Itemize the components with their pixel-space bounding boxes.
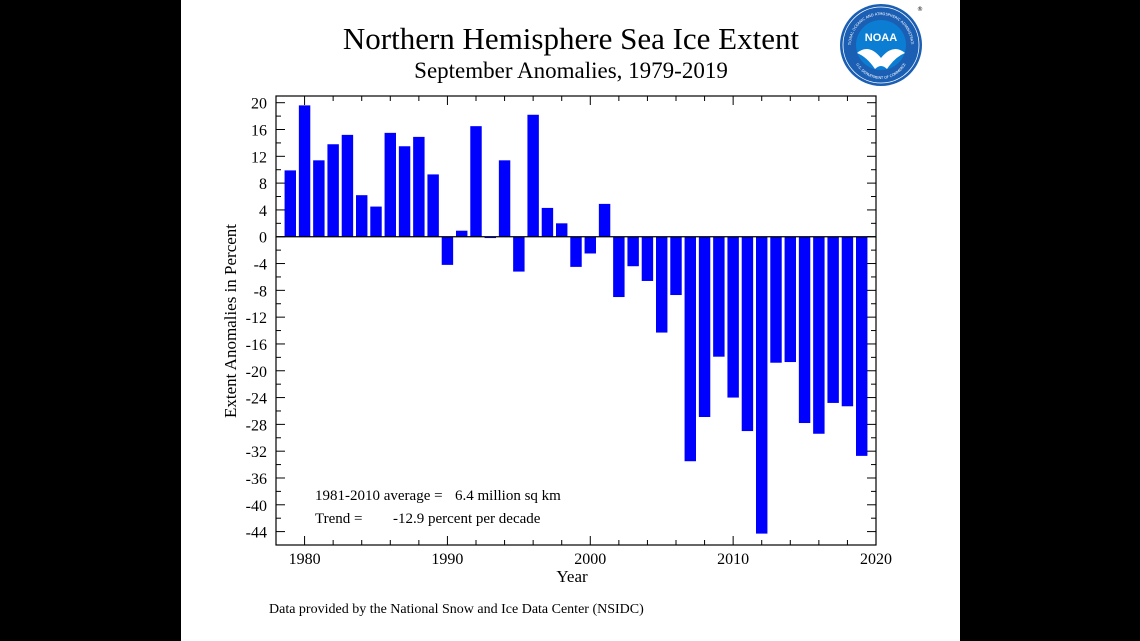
y-tick-label: 12 [251,149,267,166]
chart-panel: Northern Hemisphere Sea Ice Extent Septe… [181,0,960,641]
y-tick-label: -4 [254,257,267,274]
bar-2000 [584,236,596,254]
bar-2014 [784,236,796,363]
annotation-trend-label: Trend = [315,511,363,527]
bar-1980 [298,105,311,237]
bar-2016 [813,236,825,434]
plot-frame [275,95,877,546]
bar-2018 [841,236,854,407]
y-tick-label: -32 [246,444,267,461]
annotation-trend: Trend = -12.9 percent per decade [315,511,541,527]
bar-1994 [498,160,511,237]
x-axis-label: Year [556,567,588,586]
y-tick-label: 4 [259,203,267,220]
bars-group [276,105,876,534]
y-axis-label: Extent Anomalies in Percent [221,224,240,418]
bar-1996 [527,114,539,237]
bar-1995 [513,236,525,272]
bar-2001 [598,203,611,237]
annotation-average: 1981-2010 average = 6.4 million sq km [315,488,561,504]
bar-1987 [398,146,411,237]
annotation-trend-value: -12.9 percent per decade [393,511,541,527]
x-axis: 1980 1990 2000 2010 2020 [289,96,892,568]
y-tick-label: -44 [246,525,267,542]
bar-1997 [541,207,554,237]
bar-2005 [656,236,668,333]
y-tick-label: -12 [246,310,267,327]
y-tick-label: 16 [251,123,267,140]
x-tick-label: 1980 [289,551,321,568]
bar-1992 [470,126,482,237]
y-tick-label: 0 [259,230,267,247]
x-tick-label: 2010 [717,551,749,568]
y-tick-label: -28 [246,417,267,434]
y-tick-label: -24 [246,391,267,408]
logo-text: NOAA [865,32,897,44]
bar-1984 [356,195,368,237]
bar-2006 [670,236,682,296]
bar-2003 [627,236,639,267]
y-tick-label: -16 [246,337,267,354]
bar-2009 [713,236,725,357]
bar-1991 [456,230,468,237]
bar-1981 [313,160,325,237]
bar-1982 [327,144,339,237]
y-axis: 20 16 12 8 4 0 -4 -8 -12 -16 -20 -24 -28 -32 -36 -40 -44 [246,96,876,542]
x-tick-label: 2000 [574,551,606,568]
bar-2008 [698,236,711,417]
data-credit: Data provided by the National Snow and I… [269,602,644,617]
annotation-average-value: 6.4 million sq km [455,488,561,504]
bar-1986 [384,132,396,237]
bar-2019 [856,236,868,456]
bar-2015 [798,236,811,424]
bar-2007 [684,236,696,462]
bar-2013 [770,236,782,363]
y-tick-label: -40 [246,498,267,515]
bar-2002 [613,236,625,298]
bar-2004 [641,236,654,281]
bar-1979 [284,170,296,237]
y-tick-label: 8 [259,176,267,193]
bar-1988 [413,136,425,237]
annotation-average-label: 1981-2010 average = [315,488,443,504]
y-tick-label: -8 [254,283,267,300]
x-tick-label: 1990 [431,551,463,568]
bar-1998 [556,223,568,237]
x-tick-label: 2020 [860,551,892,568]
y-tick-label: -20 [246,364,267,381]
bar-2010 [727,236,739,398]
bar-1990 [441,236,454,265]
logo-gull [857,49,905,69]
bar-2012 [756,236,768,534]
bar-1985 [370,206,382,237]
noaa-logo-icon: NATIONAL OCEANIC AND ATMOSPHERIC ADMINIS… [839,3,923,86]
bar-2017 [827,236,839,403]
logo-ring-border [842,6,920,84]
chart-title: Northern Hemisphere Sea Ice Extent [343,21,800,56]
bar-2011 [741,236,754,432]
y-tick-label: 20 [251,96,267,113]
y-tick-label: -36 [246,471,267,488]
bar-1989 [427,174,439,237]
chart-subtitle: September Anomalies, 1979-2019 [414,58,728,83]
chart: Northern Hemisphere Sea Ice Extent Septe… [221,21,892,617]
bar-1983 [341,134,354,237]
logo-registered-mark: ® [917,6,923,13]
bar-1993 [484,236,496,239]
bar-1999 [570,236,582,267]
